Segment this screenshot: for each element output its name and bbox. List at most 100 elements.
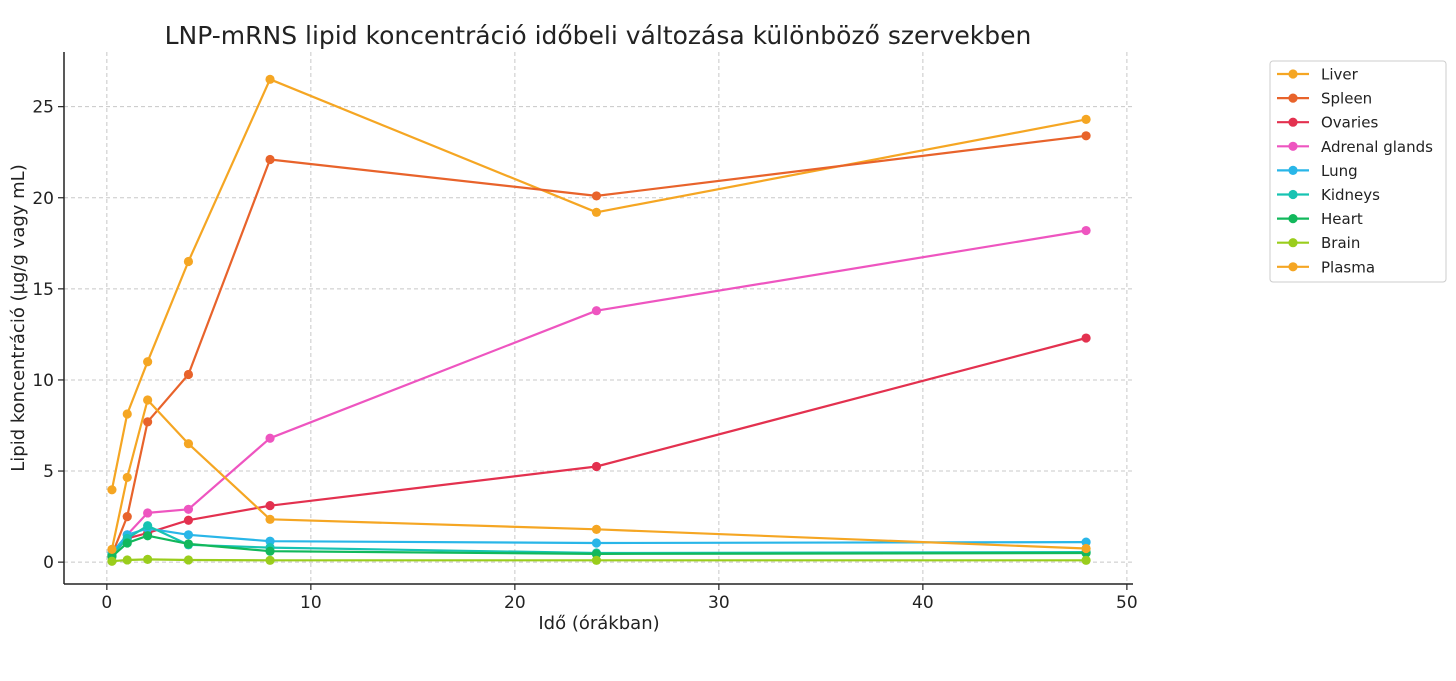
grid <box>64 52 1133 584</box>
legend-label-brain: Brain <box>1321 234 1360 252</box>
legend-marker-plasma <box>1288 262 1298 272</box>
legend-item-heart: Heart <box>1277 210 1363 228</box>
data-point-lung <box>265 536 275 546</box>
data-point-adrenal-glands <box>265 433 275 443</box>
legend-item-plasma: Plasma <box>1277 258 1375 276</box>
data-point-brain <box>1081 555 1091 565</box>
legend-item-brain: Brain <box>1277 234 1360 252</box>
legend-item-ovaries: Ovaries <box>1277 114 1378 132</box>
ticks: 0 10 20 30 40 50 0 5 10 15 20 25 <box>32 98 1137 613</box>
data-point-lung <box>183 530 194 540</box>
data-point-ovaries <box>591 461 602 472</box>
legend: Liver Spleen Ovaries Adrenal glands Lung Kidn… <box>1269 60 1447 283</box>
legend-frame <box>1269 60 1447 283</box>
x-axis-label: Idő (órákban) <box>538 613 659 634</box>
data-point-plasma <box>1081 543 1091 554</box>
data-point-kidneys <box>143 521 153 531</box>
series-layer <box>107 74 1091 566</box>
x-tick-label: 0 <box>101 593 112 613</box>
data-point-liver <box>107 485 117 495</box>
y-tick-label: 15 <box>32 280 54 300</box>
legend-label-adrenal-glands: Adrenal glands <box>1321 138 1433 156</box>
data-point-brain <box>183 555 194 565</box>
legend-item-kidneys: Kidneys <box>1277 186 1380 204</box>
series-plasma <box>107 395 1091 554</box>
legend-label-plasma: Plasma <box>1321 258 1375 276</box>
data-point-adrenal-glands <box>143 508 153 518</box>
data-point-heart <box>265 546 275 556</box>
axes <box>63 52 1133 585</box>
legend-label-spleen: Spleen <box>1321 90 1372 108</box>
y-tick-label: 25 <box>32 98 54 118</box>
data-point-ovaries <box>183 515 194 525</box>
legend-item-spleen: Spleen <box>1277 90 1372 108</box>
x-tick-label: 10 <box>300 593 322 613</box>
data-point-plasma <box>265 514 275 524</box>
data-point-adrenal-glands <box>183 504 194 514</box>
legend-label-kidneys: Kidneys <box>1321 186 1380 204</box>
data-point-liver <box>183 256 194 267</box>
data-point-brain <box>122 555 132 565</box>
data-point-spleen <box>122 511 132 522</box>
x-tick-label: 30 <box>708 593 730 613</box>
data-point-liver <box>143 357 153 367</box>
y-tick-label: 20 <box>32 189 54 209</box>
series-line-ovaries <box>111 336 1087 556</box>
data-point-spleen <box>265 154 275 165</box>
legend-label-liver: Liver <box>1321 66 1359 84</box>
legend-marker-spleen <box>1288 93 1298 103</box>
data-point-heart <box>591 549 602 559</box>
legend-items: Liver Spleen Ovaries Adrenal glands Lung Kidn… <box>1277 66 1433 276</box>
data-point-brain <box>107 556 117 566</box>
data-point-liver <box>1081 114 1091 125</box>
legend-item-adrenal-glands: Adrenal glands <box>1277 138 1433 156</box>
data-point-plasma <box>183 439 194 449</box>
data-point-spleen <box>143 417 153 427</box>
data-point-liver <box>265 74 275 84</box>
legend-marker-ovaries <box>1288 117 1298 127</box>
data-point-brain <box>143 554 153 565</box>
data-point-spleen <box>591 191 602 201</box>
legend-marker-liver <box>1288 69 1298 79</box>
legend-marker-adrenal-glands <box>1288 141 1298 151</box>
data-point-spleen <box>183 369 194 380</box>
data-point-adrenal-glands <box>591 306 602 316</box>
data-point-ovaries <box>265 501 275 511</box>
data-point-heart <box>122 538 132 548</box>
x-tick-label: 50 <box>1116 593 1138 613</box>
chart-title: LNP-mRNS lipid koncentráció időbeli vált… <box>165 21 1032 50</box>
data-point-plasma <box>143 395 153 405</box>
y-tick-label: 5 <box>43 462 54 482</box>
data-point-brain <box>591 555 602 565</box>
data-point-lung <box>591 538 602 548</box>
data-point-liver <box>122 409 132 419</box>
data-point-plasma <box>122 472 132 483</box>
data-point-adrenal-glands <box>1081 225 1091 236</box>
legend-item-lung: Lung <box>1277 162 1358 180</box>
data-point-plasma <box>591 524 602 534</box>
legend-marker-lung <box>1288 165 1298 175</box>
data-point-heart <box>143 531 153 541</box>
data-point-spleen <box>1081 131 1091 141</box>
legend-marker-kidneys <box>1288 189 1298 200</box>
series-spleen <box>107 131 1091 560</box>
series-liver <box>107 74 1091 495</box>
y-tick-label: 0 <box>43 553 54 573</box>
x-tick-label: 40 <box>912 593 934 613</box>
data-point-brain <box>265 555 275 565</box>
legend-marker-heart <box>1288 214 1298 224</box>
legend-item-liver: Liver <box>1277 66 1359 84</box>
legend-label-heart: Heart <box>1321 210 1363 228</box>
data-point-ovaries <box>1081 333 1091 343</box>
x-tick-label: 20 <box>504 593 526 613</box>
legend-label-lung: Lung <box>1321 162 1358 180</box>
data-point-plasma <box>107 544 117 554</box>
legend-label-ovaries: Ovaries <box>1321 114 1378 132</box>
series-brain <box>107 554 1091 566</box>
data-point-heart <box>183 539 194 549</box>
y-tick-label: 10 <box>32 371 54 391</box>
series-adrenal-glands <box>107 225 1091 561</box>
series-line-liver <box>110 78 1087 491</box>
data-point-liver <box>591 207 602 217</box>
